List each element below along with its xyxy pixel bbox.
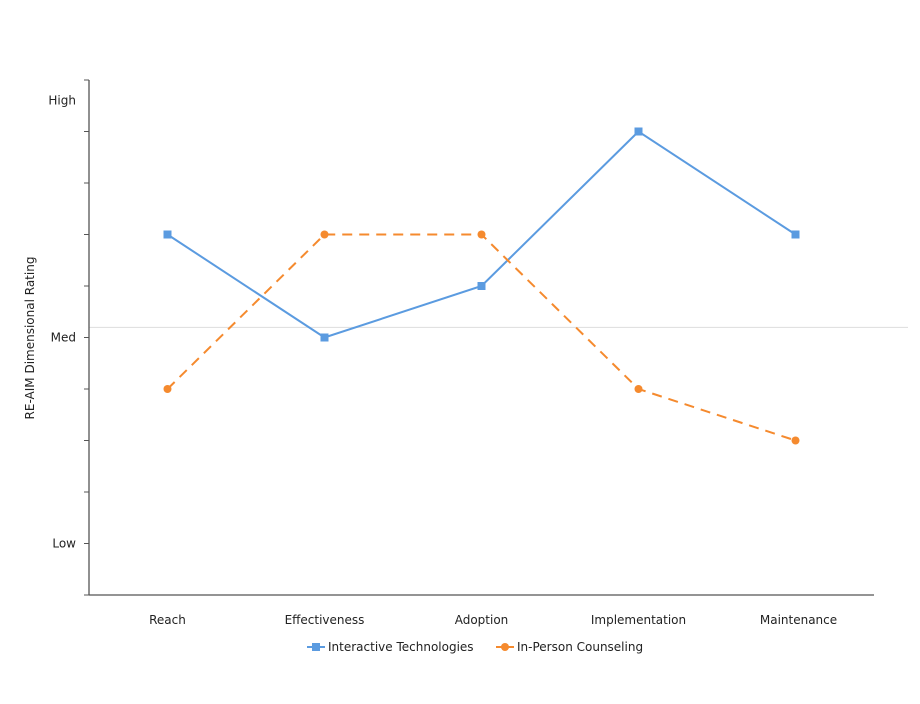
y-axis: Low Med High [48,79,90,596]
legend: Interactive Technologies In-Person Counse… [307,640,643,654]
series-1 [163,230,800,445]
legend-marker [501,643,509,651]
legend-label: In-Person Counseling [517,640,643,654]
x-tick-label: Reach [149,613,186,627]
series-0 [163,127,800,342]
y-tick-label: Low [52,537,76,551]
y-axis-label: RE-AIM Dimensional Rating [23,257,37,420]
data-point [320,333,329,342]
data-point [791,436,800,445]
legend-marker [312,643,320,651]
data-point [791,230,800,239]
legend-item: Interactive Technologies [307,640,474,654]
data-point [634,385,643,393]
y-tick-label: Med [51,331,76,345]
data-point [320,230,329,239]
y-tick-label: High [48,94,76,108]
x-axis: Reach Effectiveness Adoption Implementation… [89,594,874,627]
data-point [163,230,172,239]
series-group [163,127,800,445]
x-tick-label: Effectiveness [285,613,365,627]
legend-label: Interactive Technologies [328,640,474,654]
data-point [477,230,486,239]
legend-item: In-Person Counseling [496,640,643,654]
data-point [477,282,486,290]
x-tick-label: Adoption [455,613,509,627]
series-line [166,233,796,442]
x-tick-label: Maintenance [760,613,837,627]
data-point [634,127,643,136]
data-point [163,385,172,393]
x-tick-label: Implementation [591,613,686,627]
